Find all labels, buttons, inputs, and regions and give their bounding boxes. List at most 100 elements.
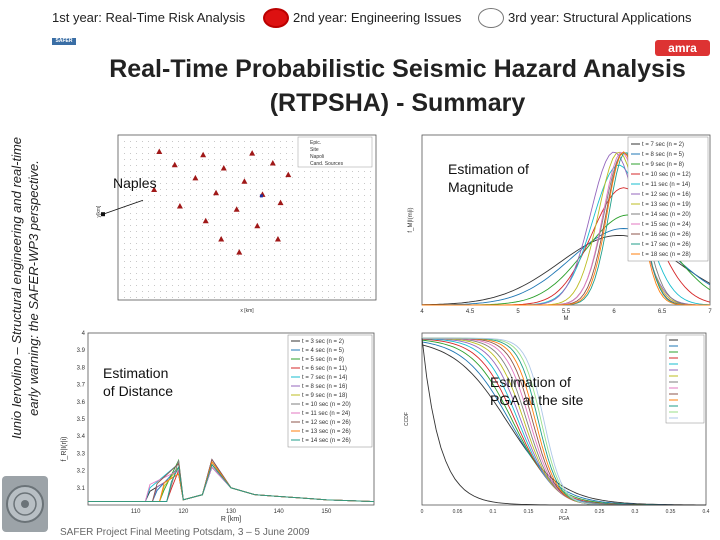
grid-dot (370, 231, 371, 232)
grid-dot (220, 231, 221, 232)
grid-dot (136, 297, 137, 298)
grid-dot (178, 243, 179, 244)
grid-dot (280, 267, 281, 268)
grid-dot (238, 165, 239, 166)
grid-dot (166, 183, 167, 184)
grid-dot (220, 249, 221, 250)
grid-dot (184, 213, 185, 214)
grid-dot (352, 225, 353, 226)
grid-dot (220, 297, 221, 298)
x-tick-label: 120 (178, 509, 189, 515)
grid-dot (352, 291, 353, 292)
grid-dot (220, 195, 221, 196)
legend-entry: t = 11 sec (n = 14) (642, 182, 690, 188)
grid-dot (328, 213, 329, 214)
grid-dot (214, 201, 215, 202)
grid-dot (154, 291, 155, 292)
grid-dot (250, 297, 251, 298)
grid-dot (214, 273, 215, 274)
sidebar-author-text: Iunio Iervolino – Structural engineering… (8, 73, 42, 503)
grid-dot (346, 297, 347, 298)
grid-dot (226, 291, 227, 292)
grid-dot (202, 201, 203, 202)
grid-dot (286, 285, 287, 286)
grid-dot (184, 225, 185, 226)
grid-dot (190, 273, 191, 274)
y-tick-label: 3.3 (77, 451, 86, 457)
grid-dot (334, 273, 335, 274)
nav-item-second-year[interactable]: 2nd year: Engineering Issues (293, 10, 462, 25)
grid-dot (166, 153, 167, 154)
grid-dot (154, 279, 155, 280)
grid-dot (364, 279, 365, 280)
grid-dot (268, 255, 269, 256)
grid-dot (196, 237, 197, 238)
grid-dot (220, 183, 221, 184)
grid-dot (232, 237, 233, 238)
grid-dot (286, 177, 287, 178)
grid-dot (130, 261, 131, 262)
grid-dot (124, 201, 125, 202)
grid-dot (346, 201, 347, 202)
grid-dot (220, 165, 221, 166)
legend-entry: t = 6 sec (n = 11) (302, 366, 347, 372)
grid-dot (292, 195, 293, 196)
section-indicator-icon[interactable] (478, 8, 504, 28)
grid-dot (148, 183, 149, 184)
grid-dot (304, 255, 305, 256)
grid-dot (352, 219, 353, 220)
grid-dot (190, 261, 191, 262)
grid-dot (202, 297, 203, 298)
grid-dot (166, 141, 167, 142)
grid-dot (244, 213, 245, 214)
grid-dot (262, 237, 263, 238)
active-section-indicator-icon[interactable] (263, 8, 289, 28)
grid-dot (142, 147, 143, 148)
grid-dot (364, 291, 365, 292)
grid-dot (250, 213, 251, 214)
grid-dot (292, 243, 293, 244)
grid-dot (304, 243, 305, 244)
nav-item-third-year[interactable]: 3rd year: Structural Applications (508, 10, 692, 25)
grid-dot (190, 177, 191, 178)
grid-dot (268, 285, 269, 286)
grid-dot (256, 201, 257, 202)
grid-dot (262, 255, 263, 256)
grid-dot (370, 171, 371, 172)
grid-dot (280, 255, 281, 256)
grid-dot (334, 183, 335, 184)
grid-dot (148, 231, 149, 232)
grid-dot (316, 243, 317, 244)
legend-entry: t = 9 sec (n = 8) (642, 162, 684, 168)
grid-dot (130, 231, 131, 232)
grid-dot (172, 279, 173, 280)
grid-dot (352, 183, 353, 184)
grid-dot (214, 267, 215, 268)
grid-dot (172, 267, 173, 268)
grid-dot (274, 207, 275, 208)
x-tick-label: 0.1 (490, 509, 497, 515)
grid-dot (262, 201, 263, 202)
grid-dot (142, 159, 143, 160)
grid-dot (292, 255, 293, 256)
grid-dot (196, 213, 197, 214)
grid-dot (226, 279, 227, 280)
grid-dot (316, 213, 317, 214)
grid-dot (226, 249, 227, 250)
grid-dot (214, 195, 215, 196)
grid-dot (328, 183, 329, 184)
grid-dot (262, 207, 263, 208)
grid-dot (268, 183, 269, 184)
grid-dot (268, 165, 269, 166)
grid-dot (256, 183, 257, 184)
grid-dot (136, 267, 137, 268)
grid-dot (160, 189, 161, 190)
grid-dot (166, 219, 167, 220)
grid-dot (220, 207, 221, 208)
grid-dot (184, 297, 185, 298)
grid-dot (262, 153, 263, 154)
grid-dot (304, 249, 305, 250)
grid-dot (292, 165, 293, 166)
title-line-1: Real-Time Probabilistic Seismic Hazard A… (109, 55, 686, 83)
nav-item-first-year[interactable]: 1st year: Real-Time Risk Analysis (52, 10, 246, 25)
